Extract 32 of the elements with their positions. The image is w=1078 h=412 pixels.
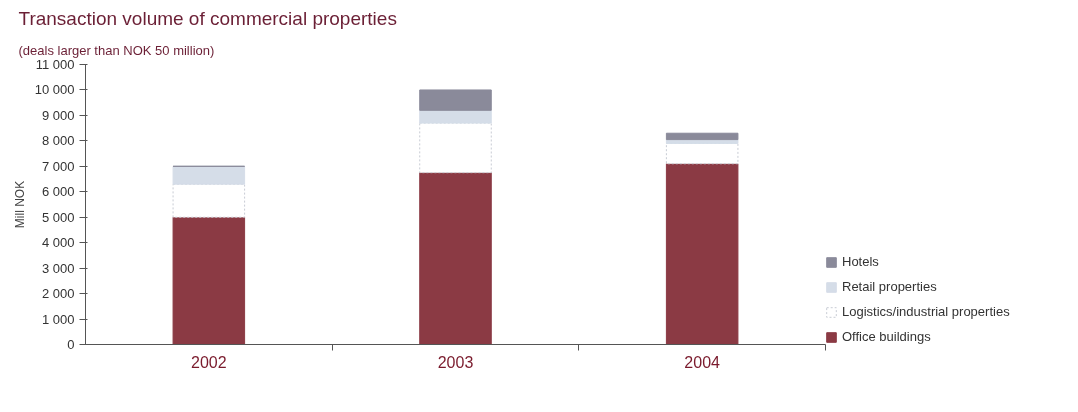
chart-subtitle: (deals larger than NOK 50 million)	[18, 42, 215, 58]
bar	[172, 165, 246, 185]
chart-title: Transaction volume of commercial properties	[18, 7, 397, 29]
legend-label: Hotels	[842, 254, 879, 269]
y-tick-label: 11 000	[35, 57, 75, 72]
y-tick-label: 2 000	[41, 286, 75, 302]
bar	[172, 216, 246, 345]
y-axis-title: Mill NOK	[12, 180, 27, 229]
y-tick-label: 4 000	[41, 235, 75, 251]
legend-label: Office buildings	[842, 329, 931, 344]
y-tick-label: 0	[67, 337, 75, 352]
y-tick-label: 10 000	[34, 82, 75, 98]
y-tick-label: 9 000	[41, 107, 75, 123]
y-tick-label: 5 000	[41, 209, 75, 225]
bar	[665, 142, 739, 165]
x-tick-label: 2002	[191, 353, 227, 371]
bar	[419, 172, 492, 345]
legend-label: Logistics/industrial properties	[842, 304, 1010, 319]
legend-label: Retail properties	[842, 279, 937, 294]
y-tick-label: 8 000	[41, 133, 75, 149]
bar	[172, 183, 246, 218]
y-tick-label: 3 000	[41, 260, 75, 276]
x-tick-label: 2003	[437, 353, 474, 371]
bar	[419, 109, 492, 124]
x-tick-label: 2004	[684, 353, 721, 371]
bar	[665, 163, 739, 345]
y-tick-label: 7 000	[41, 158, 75, 174]
bar	[419, 122, 492, 174]
y-tick-label: 6 000	[41, 184, 75, 200]
bar	[665, 132, 739, 141]
y-tick-label: 1 000	[41, 311, 75, 327]
bar	[419, 89, 492, 111]
